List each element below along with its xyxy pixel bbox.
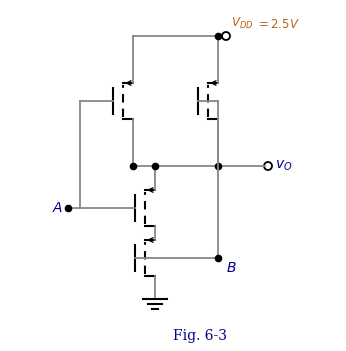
Text: $v_O$: $v_O$: [275, 159, 292, 173]
Text: $A$: $A$: [52, 201, 63, 215]
Text: Fig. 6-3: Fig. 6-3: [173, 329, 227, 343]
Text: $B$: $B$: [226, 261, 237, 275]
Text: $V_{DD}$: $V_{DD}$: [231, 16, 253, 31]
Text: $=2.5V$: $=2.5V$: [256, 18, 300, 31]
